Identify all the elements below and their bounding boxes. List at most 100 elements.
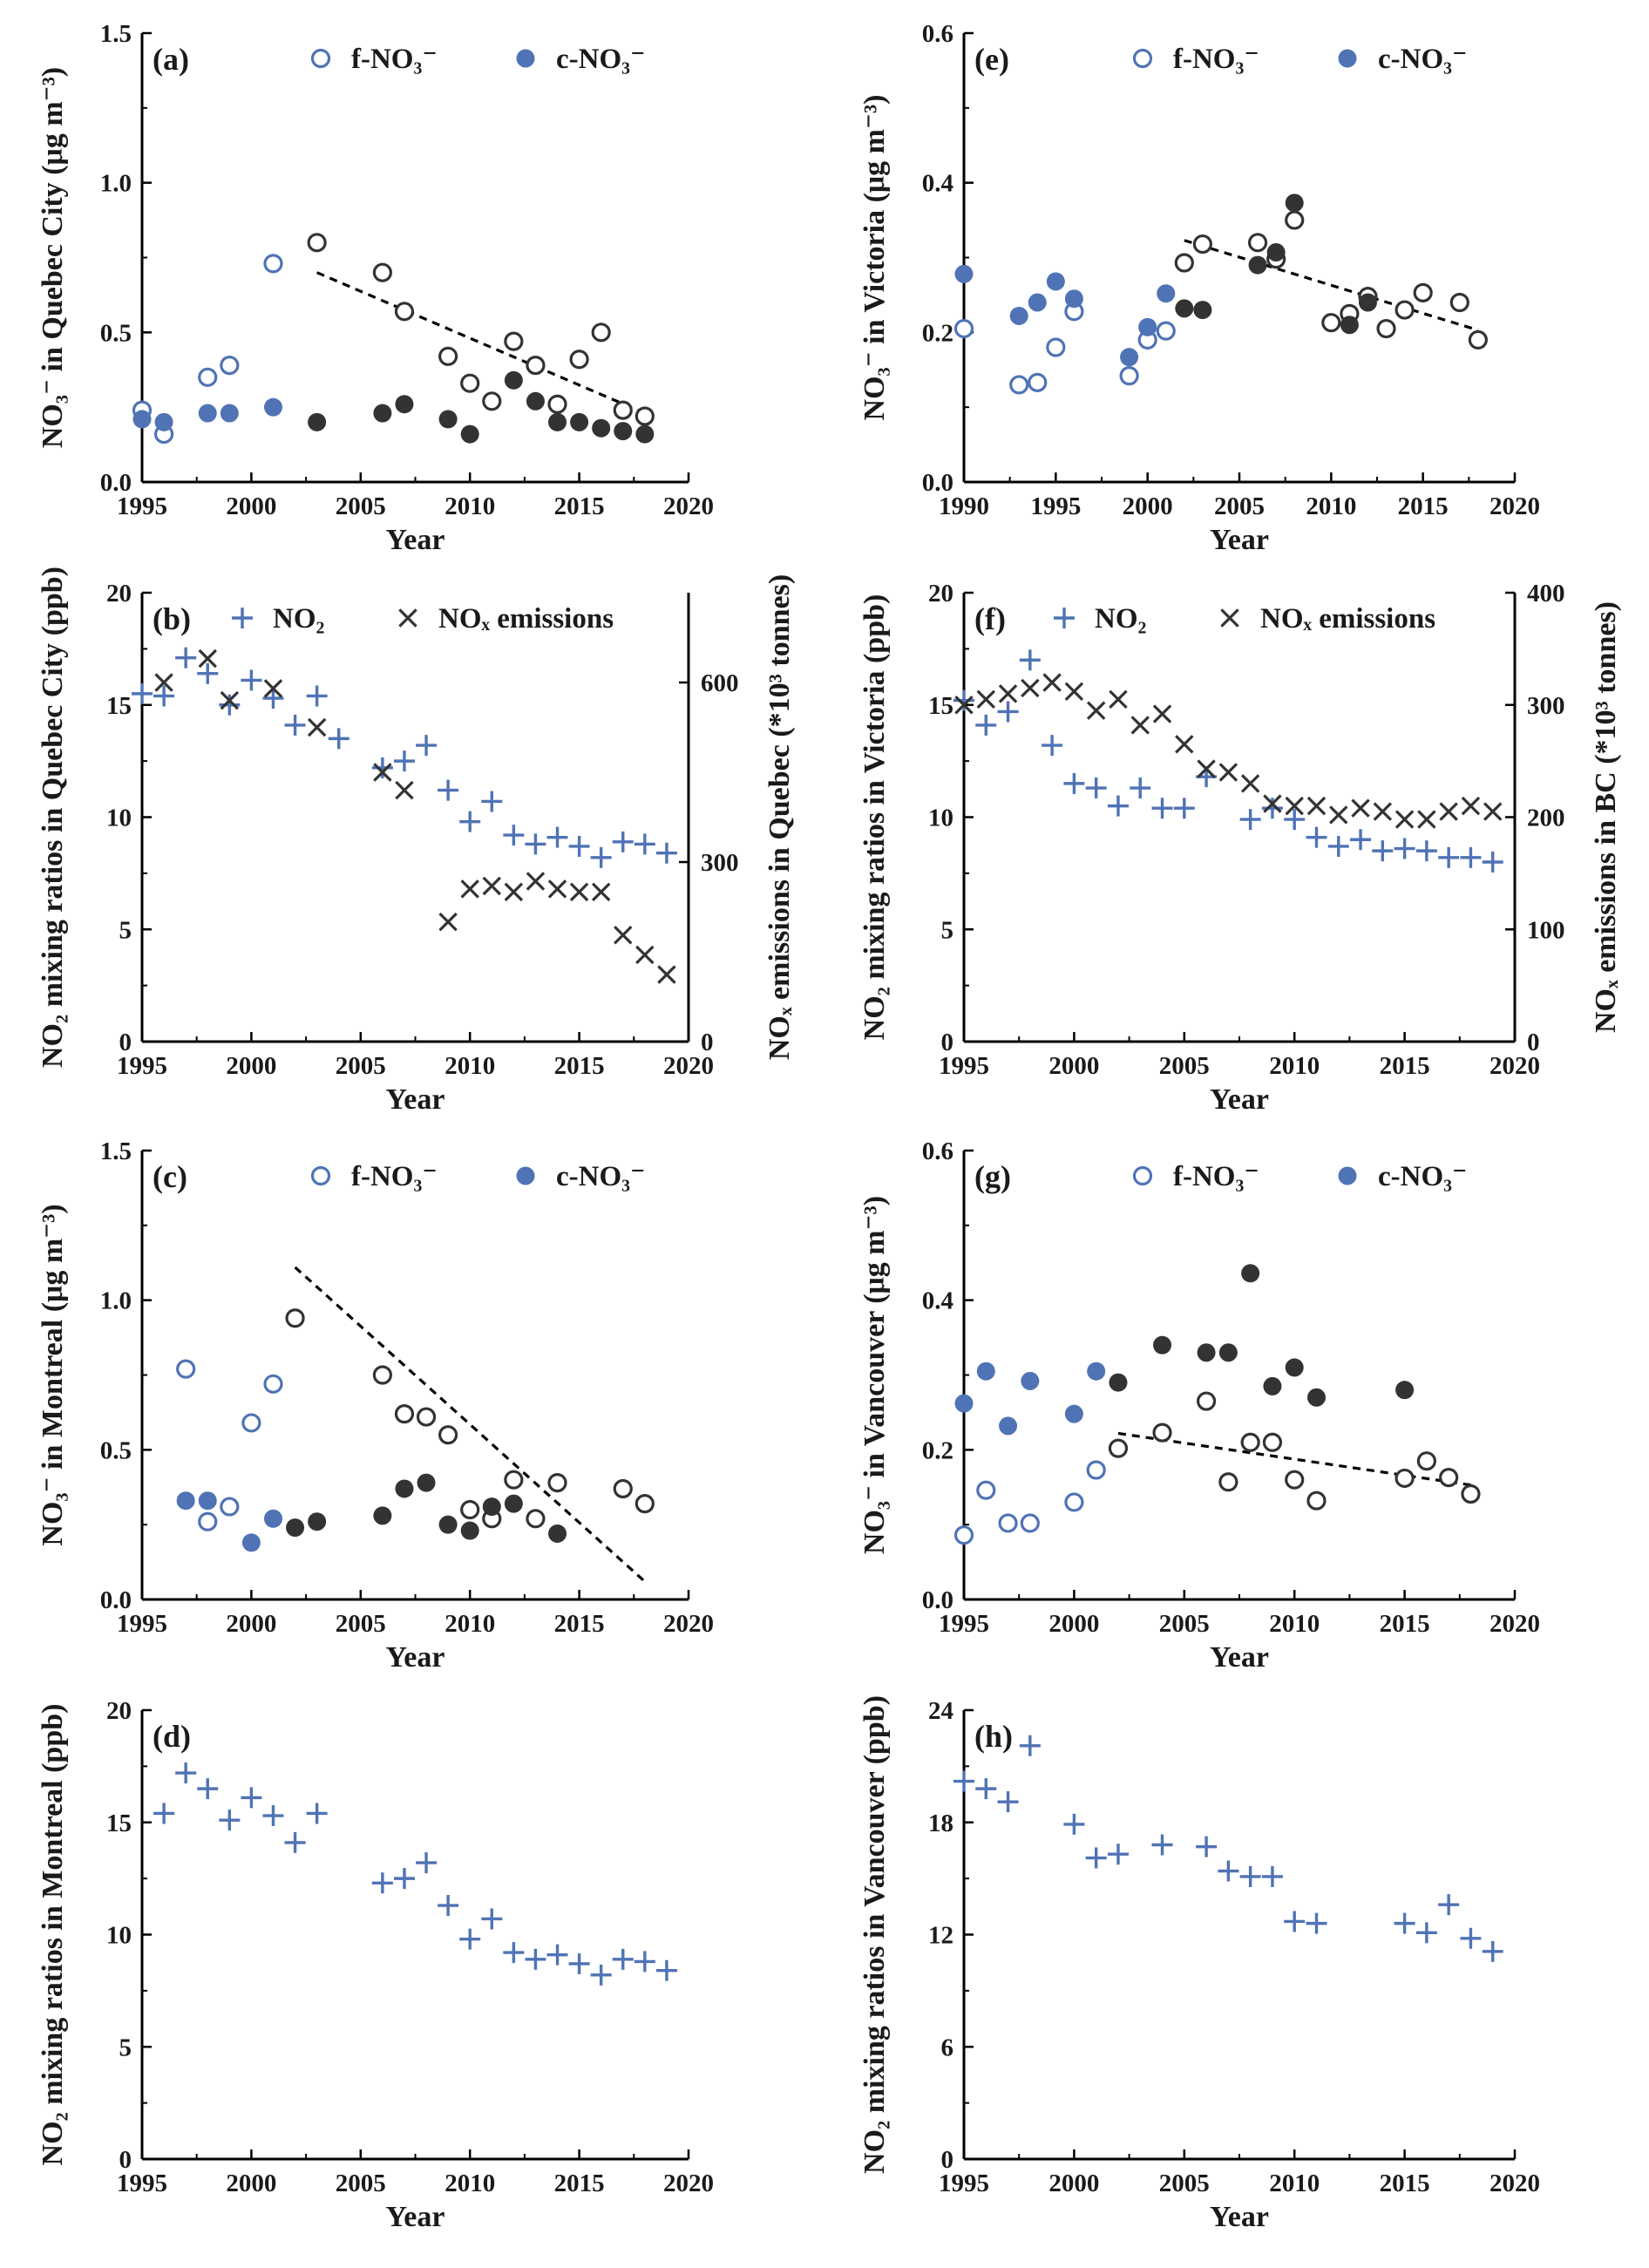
data-point — [198, 404, 217, 423]
x-tick-label: 2000 — [226, 1610, 276, 1638]
data-point — [998, 1513, 1018, 1533]
data-point — [373, 404, 392, 423]
data-point — [395, 1479, 414, 1498]
data-point — [198, 367, 218, 387]
x-tick-label: 1995 — [117, 2170, 167, 2197]
data-point — [154, 673, 173, 692]
data-point — [1460, 1927, 1482, 1949]
y-tick-label: 0.2 — [922, 1436, 953, 1464]
data-point — [1239, 1865, 1261, 1887]
data-point — [953, 689, 974, 711]
data-point — [975, 1778, 997, 1800]
y-axis-title: NO₂ mixing ratios in Victoria (ppb) — [858, 594, 891, 1041]
data-point — [1085, 1847, 1107, 1869]
data-point — [1240, 1432, 1260, 1452]
data-point — [1218, 763, 1238, 782]
data-point — [504, 882, 524, 902]
x-tick-label: 2010 — [1269, 1610, 1320, 1638]
x-tick-label: 1995 — [117, 492, 167, 520]
data-point — [482, 391, 502, 411]
data-point — [220, 1497, 240, 1517]
x-tick-label: 2005 — [1159, 1052, 1210, 1080]
x-tick-label: 2020 — [663, 2170, 714, 2197]
data-point — [1192, 234, 1212, 255]
data-point — [1173, 798, 1195, 819]
y-tick-label: 20 — [928, 580, 953, 608]
y-tick-label: 0.6 — [922, 20, 953, 48]
data-point — [1350, 829, 1372, 851]
data-point — [1482, 1940, 1503, 1962]
data-point — [1327, 835, 1349, 857]
y-tick-label: 5 — [119, 916, 132, 944]
data-point — [220, 404, 239, 423]
x-tick-label: 2015 — [1380, 1052, 1430, 1080]
data-point — [1196, 1391, 1217, 1411]
data-point — [307, 717, 327, 737]
legend-label: f-NO₃⁻ — [1173, 1161, 1259, 1192]
x-axis-title: Year — [1210, 1083, 1269, 1116]
data-point — [395, 780, 414, 800]
legend-label: c-NO₃⁻ — [1378, 44, 1467, 75]
data-point — [1395, 300, 1415, 320]
data-point — [590, 1964, 612, 1986]
data-point — [1439, 1467, 1459, 1488]
panel-d: 1995 2000 2005 2010 2015 2020 0 5 10 15 20 Year NO₂ … — [37, 1697, 714, 2233]
data-point — [999, 1416, 1018, 1436]
y-tick-label: 10 — [106, 805, 132, 832]
data-point — [1009, 375, 1029, 395]
data-point — [1019, 649, 1041, 671]
y-axis-title: NO₂ mixing ratios in Quebec City (ppb) — [37, 567, 69, 1068]
x-tick-label: 1995 — [117, 1052, 167, 1080]
data-point — [1120, 348, 1139, 367]
x-tick-label: 2005 — [336, 492, 386, 520]
data-point — [1218, 1860, 1239, 1882]
data-point — [1130, 778, 1151, 799]
panel-label: (e) — [974, 42, 1009, 77]
data-point — [481, 791, 503, 812]
data-point — [1086, 701, 1106, 720]
data-point — [1285, 210, 1305, 230]
data-point — [373, 1506, 392, 1525]
data-point — [503, 825, 525, 846]
data-point — [655, 1959, 677, 1981]
data-point — [1285, 1358, 1304, 1377]
y-tick-label: 5 — [941, 916, 954, 944]
data-point — [1285, 194, 1304, 213]
y-axis-title: NO₂ mixing ratios in Vancouver (ppb) — [858, 1695, 891, 2174]
y-tick-label: 0 — [941, 2146, 954, 2174]
data-point — [1064, 682, 1084, 702]
data-point — [1175, 735, 1194, 754]
x-tick-label: 2000 — [1048, 1610, 1099, 1638]
data-point — [307, 233, 327, 253]
data-point — [1483, 802, 1503, 821]
y-tick-label: 24 — [928, 1697, 953, 1725]
data-point — [526, 872, 546, 891]
legend-marker — [1338, 49, 1357, 68]
data-point — [953, 318, 974, 339]
data-point — [153, 1803, 175, 1824]
data-point — [284, 714, 306, 736]
data-point — [504, 331, 524, 351]
data-point — [954, 696, 974, 715]
x-tick-label: 1995 — [1030, 492, 1081, 520]
data-point — [1085, 778, 1107, 799]
x-tick-label: 2015 — [1398, 492, 1449, 520]
x-tick-label: 2020 — [1490, 1052, 1540, 1080]
y-tick-label: 0 — [941, 1029, 954, 1056]
data-point — [1395, 1381, 1415, 1400]
data-point — [1395, 810, 1415, 829]
x-tick-label: 2015 — [554, 1052, 605, 1080]
data-point — [1151, 1834, 1173, 1856]
legend-label: c-NO₃⁻ — [1378, 1161, 1467, 1192]
data-point — [1019, 1735, 1041, 1756]
y2-axis-title: NOₓ emissions in BC (*10³ tonnes) — [1590, 601, 1622, 1033]
x-tick-label: 2010 — [444, 2170, 495, 2197]
data-point — [1460, 846, 1482, 868]
y-axis-title: NO₃⁻ in Montreal (μg m⁻³) — [37, 1204, 69, 1545]
data-point — [286, 1518, 305, 1538]
data-point — [132, 682, 153, 704]
data-point — [1306, 1388, 1326, 1407]
data-point — [197, 1778, 219, 1800]
y2-tick-label: 0 — [701, 1029, 714, 1056]
